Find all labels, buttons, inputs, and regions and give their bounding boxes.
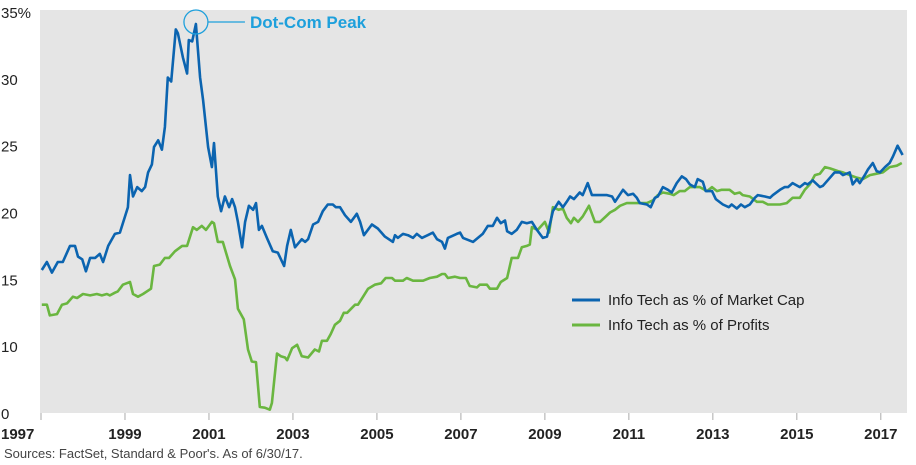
x-tick-label: 2005 [360,426,393,443]
x-tick-label: 2003 [276,426,309,443]
x-tick-label: 2009 [528,426,561,443]
x-tick-label: 2007 [444,426,477,443]
legend-label-market-cap: Info Tech as % of Market Cap [608,292,805,309]
x-axis: 1997 1999 2001 2003 2005 2007 2009 2011 2013 2015… [1,413,897,443]
y-tick-label: 25 [1,139,18,156]
y-tick-label: 0 [1,406,9,423]
plot-area [40,10,907,413]
legend: Info Tech as % of Market Cap Info Tech a… [572,292,805,334]
dot-com-peak-annotation: Dot-Com Peak [183,9,367,35]
x-tick-label: 1997 [1,426,34,443]
y-tick-label: 30 [1,72,18,89]
x-tick-label: 2011 [613,426,646,443]
legend-label-profits: Info Tech as % of Profits [608,317,769,334]
series-line-profits [41,161,903,411]
y-tick-label: 10 [1,339,18,356]
y-axis: 0 10 15 20 25 30 35% [1,5,31,423]
x-tick-label: 2013 [696,426,729,443]
y-tick-label: 35% [1,5,31,22]
series-line-market-cap [40,22,904,274]
series-lines [40,22,904,411]
source-footnote: Sources: FactSet, Standard & Poor's. As … [4,446,303,461]
x-tick-label: 1999 [108,426,141,443]
x-tick-label: 2015 [780,426,813,443]
x-tick-label: 2017 [864,426,897,443]
annotation-label: Dot-Com Peak [250,13,367,32]
y-tick-label: 15 [1,272,18,289]
x-tick-label: 2001 [192,426,225,443]
y-tick-label: 20 [1,206,18,223]
